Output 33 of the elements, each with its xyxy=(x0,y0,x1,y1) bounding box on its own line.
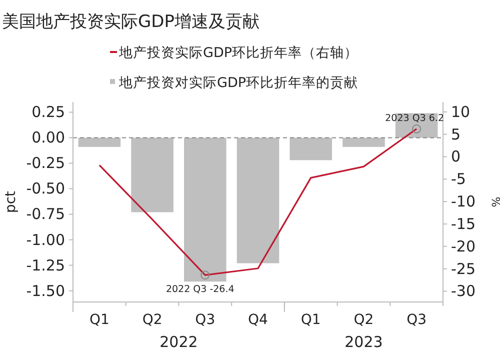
x-tick-label: Q3 xyxy=(406,312,427,328)
y-tick-label: -1.50 xyxy=(26,282,65,300)
x-tick-label: Q1 xyxy=(300,312,321,328)
text: 2023 xyxy=(344,333,383,351)
y-tick-label: 0.00 xyxy=(32,128,65,147)
annotation: 2023 Q3 6.2 xyxy=(385,112,444,124)
legend-label: 地产投资对实际GDP环比折年率的贡献 xyxy=(118,75,358,91)
y-tick-label: -0.75 xyxy=(26,205,65,224)
y2-tick-label: 5 xyxy=(451,125,461,144)
y2-tick-label: 10 xyxy=(451,102,470,121)
text: 2022 xyxy=(160,333,198,351)
y2-tick-label: 0 xyxy=(451,148,461,166)
x-tick-label: Q3 xyxy=(195,312,216,328)
y2-tick-label: -25 xyxy=(451,260,476,278)
x-tick-label: Q1 xyxy=(89,312,110,328)
y2-axis-title: % xyxy=(489,196,500,208)
x-tick-label: Q4 xyxy=(248,312,268,328)
y-tick-label: -1.25 xyxy=(26,256,65,274)
y2-tick-label: -5 xyxy=(451,170,466,188)
y2-tick-label: -10 xyxy=(451,192,476,211)
y-tick-label: -0.25 xyxy=(26,154,65,172)
y2-tick-label: -30 xyxy=(451,282,476,300)
y-tick-label: 0.25 xyxy=(32,103,65,122)
y-tick-label: -1.00 xyxy=(26,230,65,249)
annotation: 2022 Q3 -26.4 xyxy=(166,284,234,296)
y-tick-label: -0.50 xyxy=(26,180,65,198)
x-tick-label: Q2 xyxy=(354,312,374,328)
y2-tick-label: -15 xyxy=(451,214,476,233)
y2-tick-label: -20 xyxy=(451,237,476,256)
chart-title: 美国地产投资实际GDP增速及贡献 xyxy=(2,12,260,32)
x-tick-label: Q2 xyxy=(142,312,162,328)
y-axis-title: pct xyxy=(3,190,19,214)
legend-label: 地产投资实际GDP环比折年率（右轴） xyxy=(118,45,358,61)
